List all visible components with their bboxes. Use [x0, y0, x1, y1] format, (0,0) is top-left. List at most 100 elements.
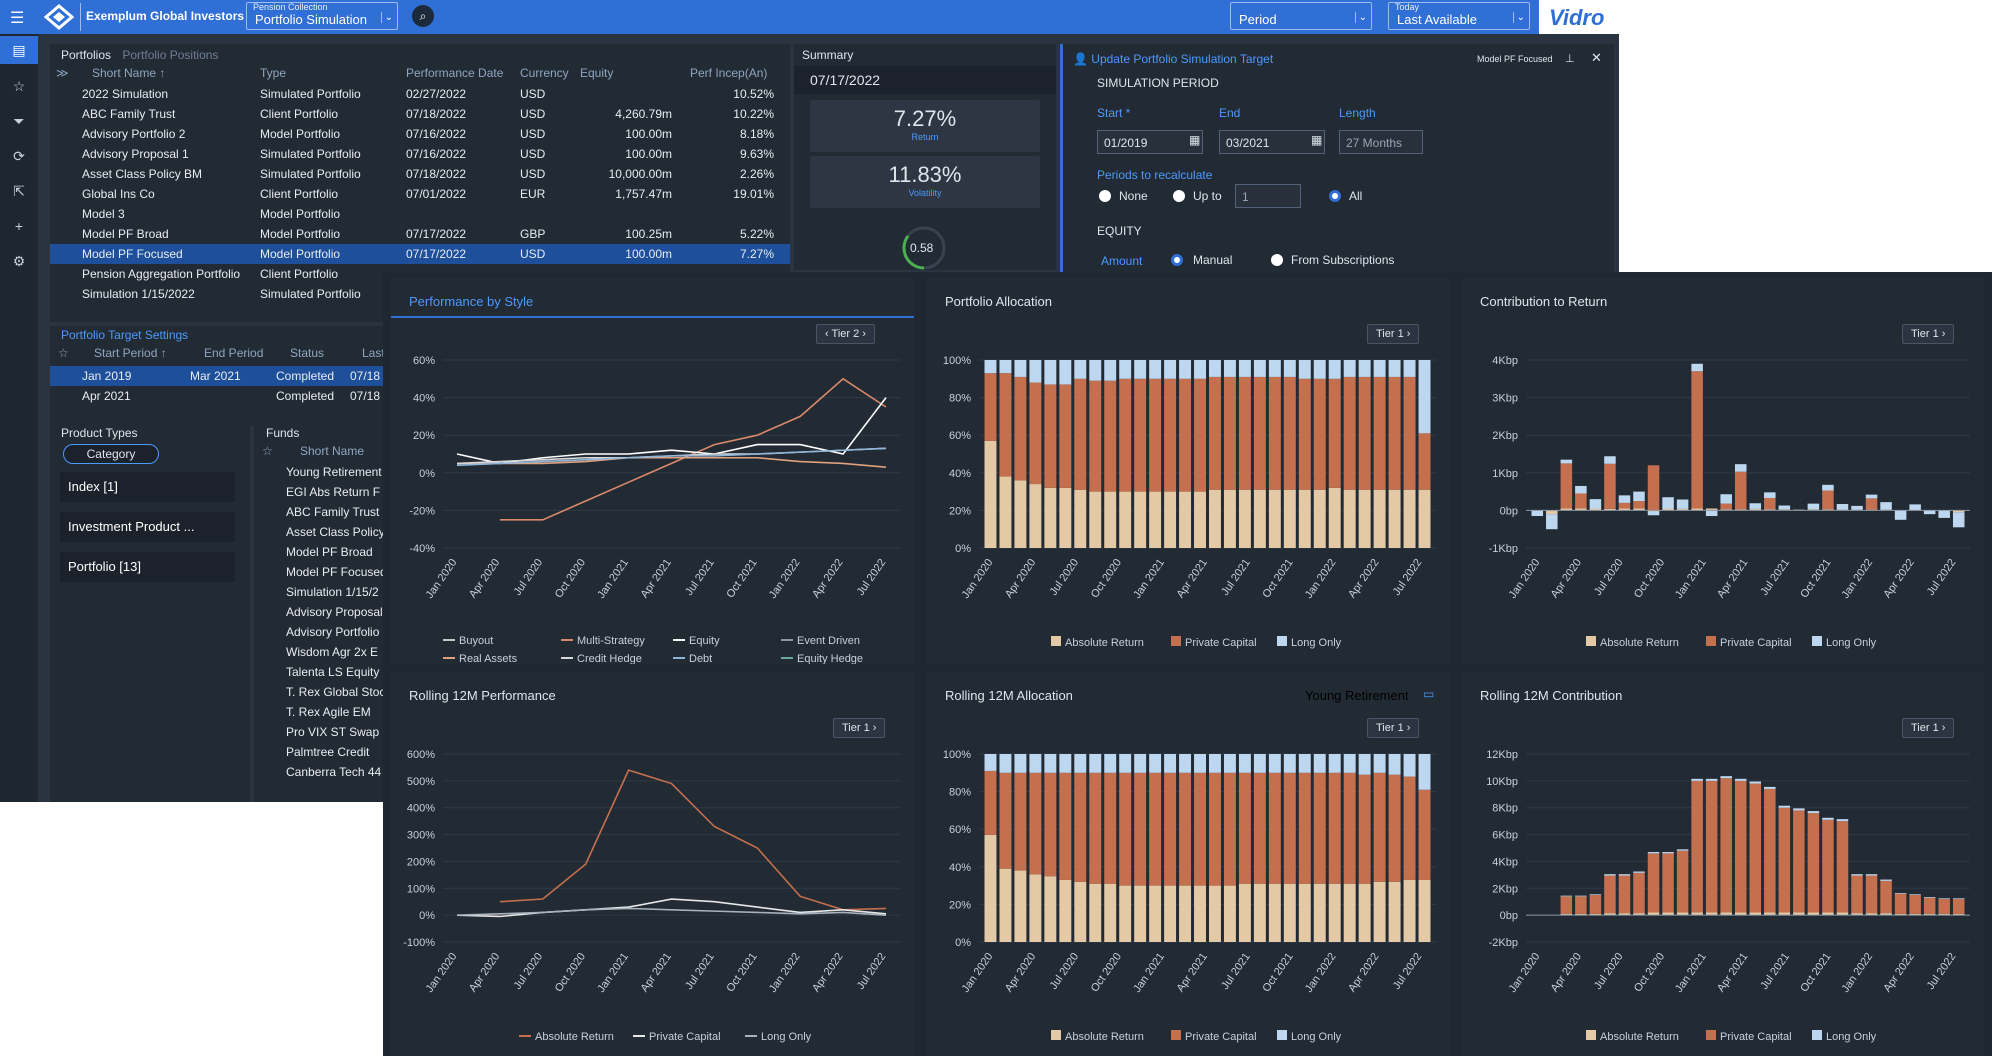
target-settings-column-header[interactable]: Last: [362, 346, 385, 360]
table-cell: 1,757.47m: [615, 187, 672, 201]
target-settings-column-header[interactable]: Start Period ↑: [94, 346, 167, 360]
radio-upto[interactable]: [1173, 190, 1185, 202]
portfolios-column-header[interactable]: Performance Date: [406, 66, 504, 80]
radio-subscriptions[interactable]: [1271, 254, 1283, 266]
bar-segment: [1560, 896, 1573, 914]
breadcrumb-portfolios[interactable]: Portfolios: [61, 48, 112, 62]
gear-icon[interactable]: ⚙: [12, 253, 26, 269]
list-item[interactable]: ABC Family Trust: [254, 502, 388, 522]
legend-label: Absolute Return: [1065, 637, 1144, 649]
target-settings-column-header[interactable]: Status: [290, 346, 325, 360]
export-icon[interactable]: ⇱: [13, 183, 25, 199]
menu-icon[interactable]: ☰: [10, 10, 25, 27]
star-icon[interactable]: ☆: [262, 444, 273, 458]
calendar-icon[interactable]: ▭: [1423, 687, 1435, 701]
tier-selector[interactable]: Tier 1 ›: [1367, 324, 1420, 344]
portfolios-column-header[interactable]: Currency: [520, 66, 569, 80]
radio-manual[interactable]: [1171, 254, 1183, 266]
category-button[interactable]: Category: [63, 444, 159, 464]
table-row[interactable]: ABC Family Trust Client Portfolio 07/18/20…: [50, 104, 790, 124]
chevron-right-icon[interactable]: ›: [1403, 328, 1411, 340]
tile-index[interactable]: Index [1]: [60, 472, 235, 502]
chevron-right-icon[interactable]: ›: [1938, 722, 1946, 734]
bar-segment: [1089, 883, 1102, 942]
star-icon[interactable]: ☆: [12, 78, 26, 94]
search-icon[interactable]: ⌕: [412, 5, 434, 27]
collection-caption: Pension Collection: [253, 2, 328, 12]
radio-none[interactable]: [1099, 190, 1111, 202]
list-item[interactable]: Advisory Proposal: [254, 602, 388, 622]
table-row[interactable]: Jan 2019 Mar 2021 Completed 07/18: [50, 366, 386, 386]
list-item[interactable]: Model PF Broad: [254, 542, 388, 562]
x-tick-label: Jan 2022: [1303, 557, 1339, 601]
list-item[interactable]: Wisdom Agr 2x E: [254, 642, 388, 662]
list-item[interactable]: Model PF Focused: [254, 562, 388, 582]
calendar-icon[interactable]: ▦: [1311, 133, 1323, 147]
chevron-right-icon[interactable]: ›: [859, 328, 866, 340]
portfolios-column-header[interactable]: Perf Incep(An): [690, 66, 768, 80]
tile-portfolio[interactable]: Portfolio [13]: [60, 552, 235, 582]
tier-selector[interactable]: Tier 1 ›: [1902, 324, 1955, 344]
list-item[interactable]: Talenta LS Equity: [254, 662, 388, 682]
chevron-right-icon[interactable]: ›: [1403, 722, 1411, 734]
table-row[interactable]: Pension Aggregation Portfolio Client Port…: [50, 264, 790, 284]
chevron-left-icon[interactable]: ‹: [825, 328, 832, 340]
tier-selector[interactable]: Tier 1 ›: [1367, 718, 1420, 738]
chevron-right-icon[interactable]: ›: [869, 722, 877, 734]
tier-selector[interactable]: Tier 1 ›: [1902, 718, 1955, 738]
target-settings-column-header[interactable]: End Period: [204, 346, 264, 360]
portfolios-column-header[interactable]: Equity: [580, 66, 614, 80]
close-icon[interactable]: ✕: [1591, 50, 1602, 65]
table-row[interactable]: Model PF Broad Model Portfolio 07/17/2022 G…: [50, 224, 790, 244]
list-item[interactable]: T. Rex Global Stoc: [254, 682, 388, 702]
start-input[interactable]: 01/2019: [1097, 130, 1203, 154]
bar-segment: [1373, 772, 1386, 882]
table-row[interactable]: Apr 2021 Completed 07/18: [50, 386, 386, 406]
tile-investment-product[interactable]: Investment Product ...: [60, 512, 235, 542]
portfolios-column-header[interactable]: Type: [260, 66, 287, 80]
list-item[interactable]: Pro VIX ST Swap: [254, 722, 388, 742]
period-select[interactable]: Period ⌄: [1230, 2, 1372, 30]
table-row[interactable]: Advisory Proposal 1 Simulated Portfolio 07…: [50, 144, 790, 164]
breadcrumb-positions[interactable]: Portfolio Positions: [122, 48, 219, 62]
list-item[interactable]: Palmtree Credit: [254, 742, 388, 762]
table-row[interactable]: Simulation 1/15/2022 Simulated Portfolio: [50, 284, 790, 304]
chevron-right-icon[interactable]: ›: [1938, 328, 1946, 340]
list-item[interactable]: Asset Class Policy: [254, 522, 388, 542]
table-row[interactable]: Global Ins Co Client Portfolio 07/01/2022 E…: [50, 184, 790, 204]
list-item[interactable]: T. Rex Agile EM: [254, 702, 388, 722]
legend-swatch: [1812, 636, 1822, 646]
filter-icon[interactable]: ⏷: [13, 113, 25, 129]
x-tick-label: Jan 2022: [1303, 951, 1339, 995]
list-item[interactable]: Young Retirement: [254, 462, 388, 482]
list-item[interactable]: Canberra Tech 44: [254, 762, 388, 782]
bar-segment: [1705, 510, 1718, 517]
list-item[interactable]: EGI Abs Return F: [254, 482, 388, 502]
x-tick-label: Jan 2020: [960, 557, 996, 601]
table-row[interactable]: Model 3 Model Portfolio: [50, 204, 790, 224]
collection-select[interactable]: Pension Collection Portfolio Simulation …: [246, 2, 398, 30]
length-input[interactable]: 27 Months: [1339, 130, 1423, 154]
refresh-icon[interactable]: ⟳: [13, 148, 25, 164]
tier-selector[interactable]: ‹ Tier 2 ›: [816, 324, 875, 344]
today-select[interactable]: Today Last Available ⌄: [1388, 2, 1530, 30]
table-row[interactable]: Advisory Portfolio 2 Model Portfolio 07/16…: [50, 124, 790, 144]
legend-swatch: [1277, 1030, 1287, 1040]
end-input[interactable]: 03/2021: [1219, 130, 1325, 154]
pin-icon[interactable]: ⊥: [1565, 53, 1575, 65]
table-row[interactable]: Asset Class Policy BM Simulated Portfolio…: [50, 164, 790, 184]
star-icon[interactable]: ☆: [58, 346, 69, 360]
calendar-icon[interactable]: ▦: [1189, 133, 1201, 147]
portfolios-column-header[interactable]: Short Name ↑: [92, 66, 166, 80]
table-row[interactable]: 2022 Simulation Simulated Portfolio 02/27/…: [50, 84, 790, 104]
upto-stepper[interactable]: 1: [1235, 184, 1301, 208]
bar-segment: [1298, 772, 1311, 884]
list-item[interactable]: Simulation 1/15/2: [254, 582, 388, 602]
table-icon[interactable]: ▤: [0, 36, 38, 64]
radio-all[interactable]: [1329, 190, 1341, 202]
list-item[interactable]: Advisory Portfolio: [254, 622, 388, 642]
add-icon[interactable]: +: [14, 218, 24, 234]
tier-selector[interactable]: Tier 1 ›: [833, 718, 886, 738]
expand-icon[interactable]: ≫: [56, 66, 69, 80]
table-row[interactable]: Model PF Focused Model Portfolio 07/17/202…: [50, 244, 790, 264]
